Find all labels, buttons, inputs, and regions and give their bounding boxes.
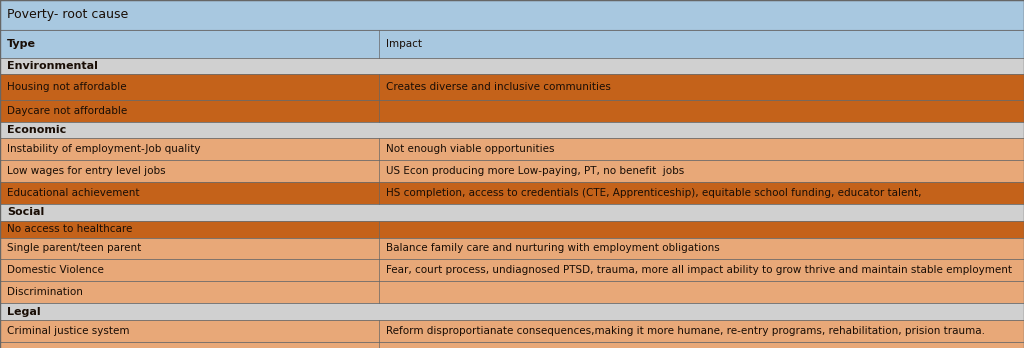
Bar <box>0 121 1024 138</box>
Text: Impact: Impact <box>386 39 422 49</box>
Bar <box>0 221 1024 237</box>
Text: Housing not affordable: Housing not affordable <box>7 82 127 92</box>
Bar <box>0 182 1024 204</box>
Bar <box>0 100 1024 121</box>
Bar <box>0 57 1024 74</box>
Text: US Econ producing more Low-paying, PT, no benefit  jobs: US Econ producing more Low-paying, PT, n… <box>386 166 684 176</box>
Text: Environmental: Environmental <box>7 61 98 71</box>
Text: Discrimination: Discrimination <box>7 287 83 297</box>
Text: Daycare not affordable: Daycare not affordable <box>7 106 127 116</box>
Bar <box>0 259 1024 281</box>
Bar <box>0 0 1024 30</box>
Text: Not enough viable opportunities: Not enough viable opportunities <box>386 144 555 154</box>
Bar <box>0 74 1024 100</box>
Bar <box>0 303 1024 320</box>
Bar <box>0 320 1024 342</box>
Text: Domestic Violence: Domestic Violence <box>7 266 104 275</box>
Text: Economic: Economic <box>7 125 67 135</box>
Text: Poverty- root cause: Poverty- root cause <box>7 8 128 21</box>
Text: Instability of employment-Job quality: Instability of employment-Job quality <box>7 144 201 154</box>
Bar <box>0 138 1024 160</box>
Text: Type: Type <box>7 39 36 49</box>
Bar <box>0 204 1024 221</box>
Text: Fear, court process, undiagnosed PTSD, trauma, more all impact ability to grow t: Fear, court process, undiagnosed PTSD, t… <box>386 266 1012 275</box>
Text: Criminal justice system: Criminal justice system <box>7 326 130 336</box>
Text: Creates diverse and inclusive communities: Creates diverse and inclusive communitie… <box>386 82 611 92</box>
Text: Balance family care and nurturing with employment obligations: Balance family care and nurturing with e… <box>386 244 720 253</box>
Bar <box>0 160 1024 182</box>
Text: Legal: Legal <box>7 307 41 317</box>
Text: HS completion, access to credentials (CTE, Apprenticeship), equitable school fun: HS completion, access to credentials (CT… <box>386 188 922 198</box>
Bar <box>0 281 1024 303</box>
Text: Reform disproportianate consequences,making it more humane, re-entry programs, r: Reform disproportianate consequences,mak… <box>386 326 985 336</box>
Bar <box>0 237 1024 259</box>
Bar <box>0 30 1024 57</box>
Bar <box>0 342 1024 348</box>
Text: Single parent/teen parent: Single parent/teen parent <box>7 244 141 253</box>
Text: Social: Social <box>7 207 44 218</box>
Text: No access to healthcare: No access to healthcare <box>7 224 132 234</box>
Text: Educational achievement: Educational achievement <box>7 188 139 198</box>
Text: Low wages for entry level jobs: Low wages for entry level jobs <box>7 166 166 176</box>
